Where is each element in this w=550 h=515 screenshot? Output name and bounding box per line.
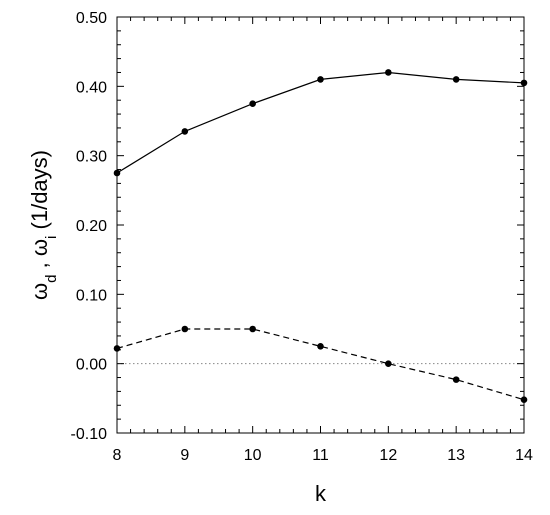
y-tick-label: 0.40 — [76, 79, 107, 96]
y-axis-title-omega-i: ω — [27, 239, 52, 256]
y-tick-label: 0.50 — [76, 10, 107, 27]
y-tick-label: 0.30 — [76, 149, 107, 166]
dashed-series-line — [116, 328, 525, 401]
solid-series-line — [116, 71, 525, 174]
solid-series-point — [317, 76, 324, 83]
dashed-series-point — [113, 345, 121, 352]
x-tick-label: 14 — [515, 447, 533, 464]
dashed-series-point — [249, 325, 256, 333]
x-tick-label: 10 — [244, 447, 262, 464]
solid-series-point — [249, 100, 256, 107]
x-axis-title: k — [315, 481, 327, 506]
x-tick-label: 12 — [379, 447, 397, 464]
solid-series-point — [520, 79, 528, 87]
y-axis-title-omega-d: ω — [27, 283, 52, 300]
x-tick-label: 8 — [113, 447, 122, 464]
y-axis-title-sub-d: d — [43, 274, 60, 282]
y-axis-title-units: (1/days) — [27, 150, 52, 236]
dashed-series-point — [520, 396, 528, 404]
y-tick-label: 0.20 — [76, 218, 107, 235]
y-axis-title: ωd , ωi (1/days) — [27, 150, 60, 300]
solid-series-point — [113, 169, 121, 177]
dashed-series-point — [181, 325, 189, 333]
tick-layer — [116, 16, 525, 434]
y-axis-title-sub-i: i — [43, 236, 60, 239]
y-tick-label: 0.00 — [76, 357, 107, 374]
series-layer — [113, 69, 528, 404]
x-tick-label: 13 — [447, 447, 465, 464]
y-tick-label: -0.10 — [71, 426, 108, 443]
solid-series-point — [385, 69, 392, 76]
tick-label-layer: 0.50 0.40 0.30 0.20 0.10 0.00 -0.10 8 9 10 11 12 13 1… — [71, 10, 533, 464]
y-axis-title-sep: , — [27, 256, 52, 274]
dashed-series-point — [385, 360, 392, 367]
x-tick-label: 11 — [312, 447, 329, 464]
solid-series-point — [452, 76, 460, 83]
y-tick-label: 0.10 — [76, 287, 107, 304]
dashed-series-point — [452, 376, 460, 383]
x-tick-label: 9 — [180, 447, 189, 464]
solid-series-point — [181, 128, 189, 135]
dashed-series-point — [317, 343, 324, 350]
